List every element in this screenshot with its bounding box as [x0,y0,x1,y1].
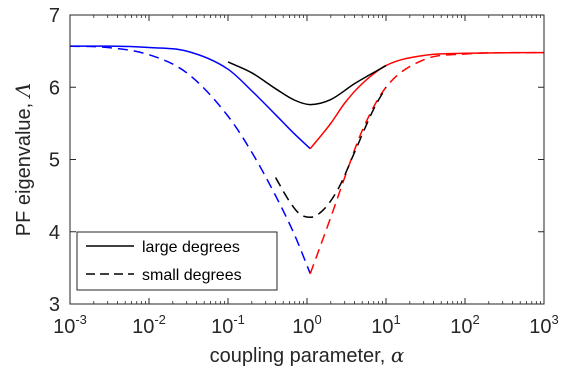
x-tick-label-1: 10-2 [132,312,166,338]
y-tick-label-3: 6 [49,77,60,99]
y-tick-labels: 3 4 5 6 7 [49,5,60,316]
series-line-dashed-3 [69,45,311,274]
series-layer [69,45,545,274]
y-tick-label-1: 4 [49,222,60,244]
x-axis-label: coupling parameter, α [210,343,405,367]
y-tick-label-0: 3 [49,294,60,316]
x-axis-label-text: coupling parameter, [210,345,391,367]
x-tick-exp-2: -1 [233,312,245,327]
x-tick-exp-0: -3 [75,312,87,327]
y-tick-label-2: 5 [49,150,60,172]
series-line-dashed-4 [309,51,545,274]
y-axis-label-symbol: Λ [11,83,35,99]
x-tick-base-3: 10 [292,316,314,338]
x-tick-exp-5: 2 [473,312,480,327]
x-tick-labels: 10-3 10-2 10-1 100 101 102 103 [53,312,559,338]
x-tick-label-4: 101 [371,312,400,338]
x-tick-label-0: 10-3 [53,312,87,338]
x-tick-base-1: 10 [132,316,154,338]
x-axis-label-symbol: α [391,343,405,367]
x-tick-base-5: 10 [450,316,472,338]
x-tick-base-2: 10 [211,316,233,338]
x-tick-base-0: 10 [53,316,75,338]
series-line-solid-1 [309,51,545,150]
x-tick-exp-4: 1 [394,312,401,327]
series-line-dashed-5 [274,86,387,219]
series-line-solid-2 [227,61,387,106]
x-tick-base-4: 10 [371,316,393,338]
series-line-solid-0 [70,45,311,150]
x-tick-exp-1: -2 [154,312,166,327]
y-axis-label-text: PF eigenvalue, [13,97,35,236]
legend-label-large-degrees: large degrees [142,239,240,256]
x-tick-label-5: 102 [450,312,479,338]
legend-box [76,231,278,291]
legend-label-small-degrees: small degrees [142,267,242,284]
x-tick-exp-6: 3 [552,312,559,327]
x-tick-base-6: 10 [529,316,551,338]
ticks-layer [69,14,545,305]
x-tick-label-3: 100 [292,312,321,338]
legend: large degrees small degrees [76,231,278,291]
y-tick-label-4: 7 [49,5,60,27]
x-tick-label-2: 10-1 [211,312,245,338]
x-tick-exp-3: 0 [315,312,322,327]
y-axis-label: PF eigenvalue, Λ [11,83,35,236]
x-tick-label-6: 103 [529,312,558,338]
